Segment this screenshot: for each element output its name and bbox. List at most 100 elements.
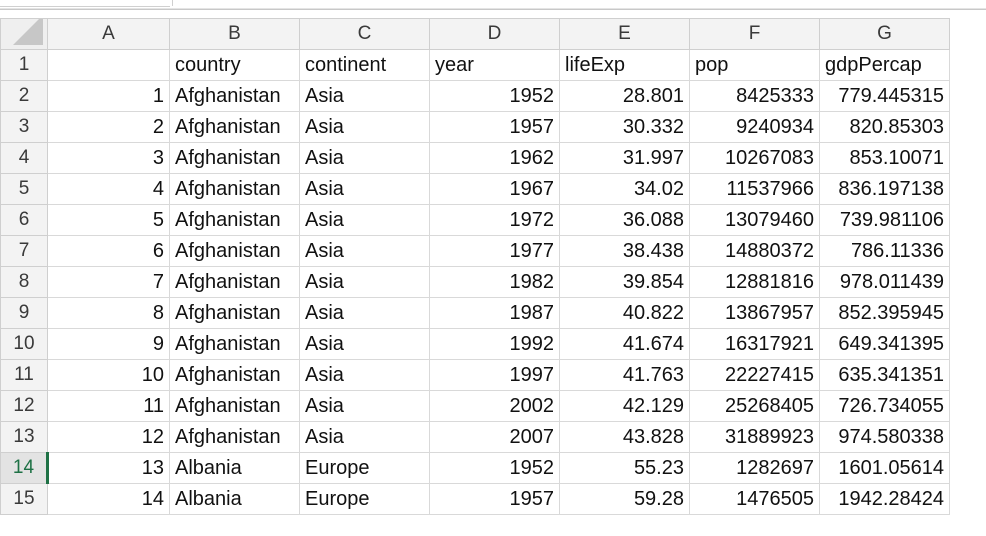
row-header[interactable]: 3 [0, 111, 48, 143]
row-header[interactable]: 8 [0, 266, 48, 298]
cell[interactable]: 1282697 [689, 452, 820, 484]
cell[interactable]: Afghanistan [169, 204, 300, 236]
cell[interactable]: Afghanistan [169, 142, 300, 174]
cell[interactable]: 1962 [429, 142, 560, 174]
cell[interactable]: 22227415 [689, 359, 820, 391]
cell[interactable]: Asia [299, 111, 430, 143]
column-header-a[interactable]: A [47, 18, 170, 50]
cell[interactable]: 1992 [429, 328, 560, 360]
cell[interactable]: 852.395945 [819, 297, 950, 329]
cell[interactable]: 726.734055 [819, 390, 950, 422]
select-all-corner[interactable] [0, 18, 48, 50]
cell[interactable]: 16317921 [689, 328, 820, 360]
cell[interactable]: 41.674 [559, 328, 690, 360]
row-header[interactable]: 5 [0, 173, 48, 205]
name-box-edge[interactable] [0, 0, 170, 7]
cell[interactable]: Afghanistan [169, 328, 300, 360]
cell[interactable]: 3 [47, 142, 170, 174]
row-header[interactable]: 13 [0, 421, 48, 453]
row-header[interactable]: 1 [0, 49, 48, 81]
column-header-b[interactable]: B [169, 18, 300, 50]
cell[interactable]: 43.828 [559, 421, 690, 453]
row-header[interactable]: 10 [0, 328, 48, 360]
cell[interactable]: 8 [47, 297, 170, 329]
row-header[interactable]: 4 [0, 142, 48, 174]
cell[interactable]: 9 [47, 328, 170, 360]
cell[interactable]: 13 [47, 452, 170, 484]
cell[interactable]: 1952 [429, 452, 560, 484]
column-header-g[interactable]: G [819, 18, 950, 50]
cell[interactable]: 978.011439 [819, 266, 950, 298]
cell[interactable]: Europe [299, 483, 430, 515]
cell[interactable]: 649.341395 [819, 328, 950, 360]
cell[interactable]: 41.763 [559, 359, 690, 391]
column-header-d[interactable]: D [429, 18, 560, 50]
cell[interactable]: Afghanistan [169, 80, 300, 112]
cell[interactable]: year [429, 49, 560, 81]
cell[interactable]: Albania [169, 452, 300, 484]
cell[interactable]: 30.332 [559, 111, 690, 143]
cell[interactable]: 853.10071 [819, 142, 950, 174]
cell[interactable]: 6 [47, 235, 170, 267]
row-header[interactable]: 11 [0, 359, 48, 391]
cell[interactable] [47, 49, 170, 81]
cell[interactable]: 31889923 [689, 421, 820, 453]
cell[interactable]: 7 [47, 266, 170, 298]
cell[interactable]: Afghanistan [169, 359, 300, 391]
cell[interactable]: 1977 [429, 235, 560, 267]
cell[interactable]: Asia [299, 297, 430, 329]
cell[interactable]: Asia [299, 359, 430, 391]
cell[interactable]: 1952 [429, 80, 560, 112]
cell[interactable]: 14 [47, 483, 170, 515]
cell[interactable]: 779.445315 [819, 80, 950, 112]
cell[interactable]: 12881816 [689, 266, 820, 298]
cell[interactable]: 10 [47, 359, 170, 391]
cell[interactable]: 8425333 [689, 80, 820, 112]
cell[interactable]: 14880372 [689, 235, 820, 267]
cell[interactable]: 2007 [429, 421, 560, 453]
cell[interactable]: Afghanistan [169, 390, 300, 422]
cell[interactable]: 786.11336 [819, 235, 950, 267]
cell[interactable]: Europe [299, 452, 430, 484]
cell[interactable]: 1957 [429, 111, 560, 143]
cell[interactable]: 820.85303 [819, 111, 950, 143]
cell[interactable]: 1972 [429, 204, 560, 236]
cell[interactable]: Asia [299, 173, 430, 205]
cell[interactable]: Afghanistan [169, 235, 300, 267]
cell[interactable]: Asia [299, 328, 430, 360]
cell[interactable]: 31.997 [559, 142, 690, 174]
cell[interactable]: lifeExp [559, 49, 690, 81]
cell[interactable]: 1601.05614 [819, 452, 950, 484]
row-header[interactable]: 9 [0, 297, 48, 329]
cell[interactable]: Afghanistan [169, 266, 300, 298]
cell[interactable]: Asia [299, 204, 430, 236]
row-header[interactable]: 2 [0, 80, 48, 112]
cell[interactable]: 836.197138 [819, 173, 950, 205]
cell[interactable]: gdpPercap [819, 49, 950, 81]
cell[interactable]: 59.28 [559, 483, 690, 515]
cell[interactable]: 13079460 [689, 204, 820, 236]
column-header-f[interactable]: F [689, 18, 820, 50]
cell[interactable]: 25268405 [689, 390, 820, 422]
row-header[interactable]: 6 [0, 204, 48, 236]
row-header[interactable]: 15 [0, 483, 48, 515]
cell[interactable]: 34.02 [559, 173, 690, 205]
cell[interactable]: Asia [299, 235, 430, 267]
cell[interactable]: Asia [299, 80, 430, 112]
cell[interactable]: 11 [47, 390, 170, 422]
cell[interactable]: 55.23 [559, 452, 690, 484]
cell[interactable]: Asia [299, 142, 430, 174]
cell[interactable]: 38.438 [559, 235, 690, 267]
cell[interactable]: Albania [169, 483, 300, 515]
row-header[interactable]: 12 [0, 390, 48, 422]
cell[interactable]: 635.341351 [819, 359, 950, 391]
cell[interactable]: 739.981106 [819, 204, 950, 236]
cell[interactable]: 39.854 [559, 266, 690, 298]
cell[interactable]: country [169, 49, 300, 81]
cell[interactable]: 1942.28424 [819, 483, 950, 515]
cell[interactable]: 11537966 [689, 173, 820, 205]
cell[interactable]: 36.088 [559, 204, 690, 236]
cell[interactable]: 1 [47, 80, 170, 112]
cell[interactable]: 1957 [429, 483, 560, 515]
column-header-e[interactable]: E [559, 18, 690, 50]
